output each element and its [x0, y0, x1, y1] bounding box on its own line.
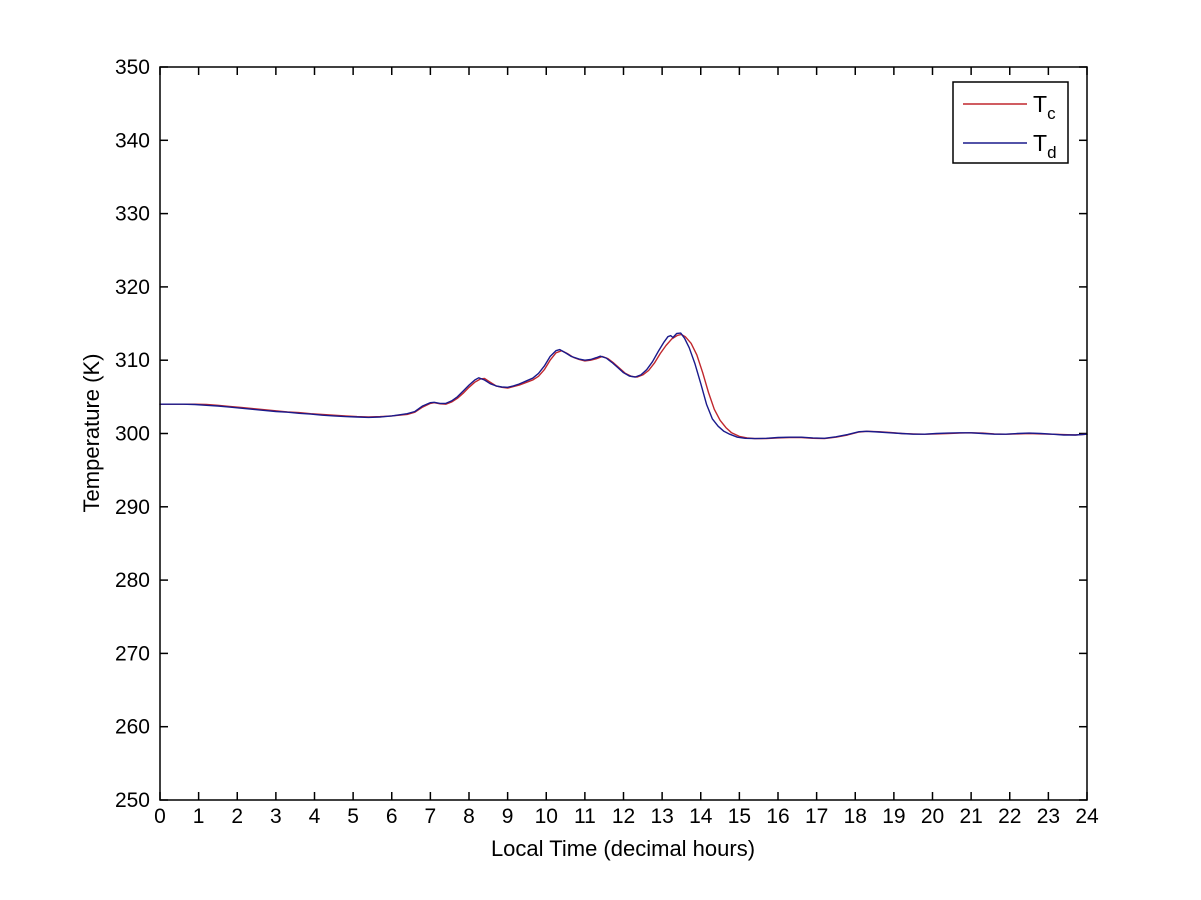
- x-tick-label: 14: [689, 805, 713, 828]
- y-axis-label: Temperature (K): [79, 354, 104, 513]
- y-tick-label: 280: [115, 569, 150, 592]
- legend: Tc Td: [952, 81, 1069, 164]
- series-line-t_c: [159, 333, 1088, 440]
- x-tick-label: 4: [309, 805, 321, 828]
- x-tick-label: 10: [535, 805, 558, 828]
- plot-box: [159, 66, 1088, 801]
- x-tick-label: 15: [728, 805, 751, 828]
- x-tick-label: 20: [921, 805, 944, 828]
- y-tick-label: 340: [115, 129, 150, 152]
- x-tick-label: 1: [193, 805, 205, 828]
- x-tick-label: 9: [502, 805, 514, 828]
- y-tick-label: 320: [115, 276, 150, 299]
- y-tick-label: 350: [115, 56, 150, 79]
- y-tick-label: 260: [115, 716, 150, 739]
- x-tick-label: 13: [650, 805, 673, 828]
- x-tick-label: 7: [425, 805, 437, 828]
- y-tick-label: 310: [115, 349, 150, 372]
- plot-series: [159, 332, 1088, 440]
- x-tick-label: 8: [463, 805, 475, 828]
- x-tick-label: 11: [574, 805, 596, 828]
- x-tick-label: 22: [998, 805, 1021, 828]
- axis-ticks: [159, 66, 1088, 801]
- legend-label-tc: Tc: [1033, 91, 1056, 123]
- x-tick-label: 19: [882, 805, 905, 828]
- legend-label-td: Td: [1033, 130, 1057, 162]
- x-tick-label: 24: [1075, 805, 1099, 828]
- y-tick-label: 300: [115, 423, 150, 446]
- y-tick-label: 270: [115, 642, 150, 665]
- x-tick-label: 16: [766, 805, 789, 828]
- x-tick-label: 3: [270, 805, 282, 828]
- y-tick-label: 250: [115, 789, 150, 812]
- x-tick-label: 18: [844, 805, 867, 828]
- x-tick-label: 6: [386, 805, 398, 828]
- legend-box: [952, 81, 1069, 164]
- x-tick-label: 23: [1037, 805, 1060, 828]
- y-tick-label: 290: [115, 496, 150, 519]
- x-axis-label: Local Time (decimal hours): [491, 836, 755, 861]
- x-tick-label: 0: [154, 805, 166, 828]
- series-line-t_d: [159, 332, 1088, 440]
- x-tick-label: 17: [805, 805, 828, 828]
- y-tick-label: 330: [115, 203, 150, 226]
- x-tick-label: 2: [231, 805, 243, 828]
- tick-labels: 0 1 2 3 4 5 6 7 8 9 10 11 12 13 14 15 16 17 18 19 20 21 22 23 24…: [115, 56, 1099, 828]
- x-tick-label: 12: [612, 805, 635, 828]
- x-tick-label: 21: [959, 805, 982, 828]
- x-tick-label: 5: [347, 805, 359, 828]
